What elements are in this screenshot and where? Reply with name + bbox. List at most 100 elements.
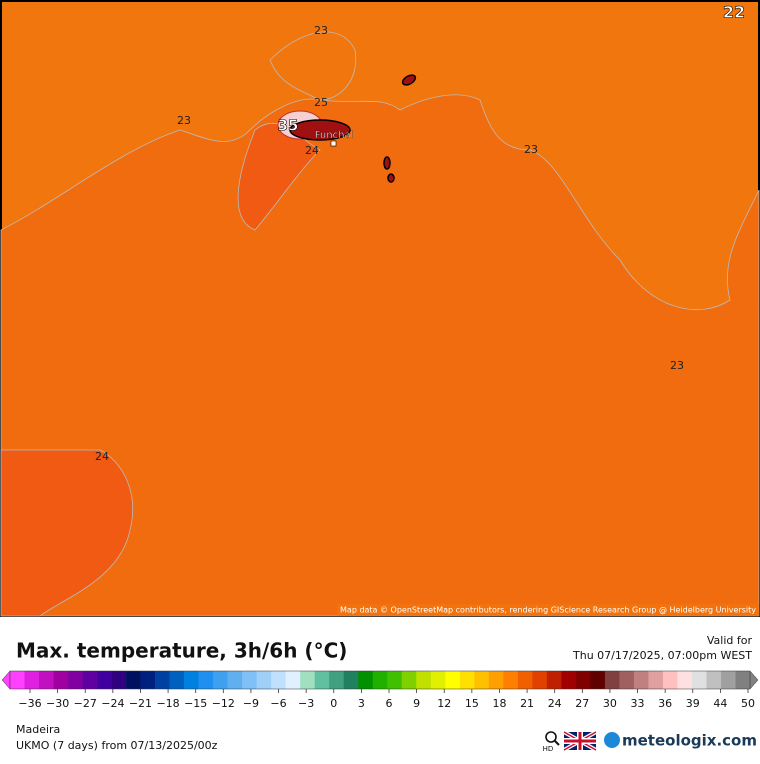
colorbar-swatch bbox=[126, 671, 141, 689]
island bbox=[383, 156, 391, 170]
colorbar-tick-label: 15 bbox=[465, 697, 479, 710]
colorbar-swatch bbox=[720, 671, 736, 689]
contour-label: 23 bbox=[314, 24, 328, 37]
contour-label: 23 bbox=[177, 114, 191, 127]
colorbar-tick-label: 44 bbox=[713, 697, 727, 710]
cooler-region bbox=[0, 94, 760, 617]
legend-title: Max. temperature, 3h/6h (°C) bbox=[16, 639, 347, 663]
colorbar-swatch bbox=[329, 671, 345, 689]
footer: Madeira UKMO (7 days) from 07/13/2025/00… bbox=[16, 723, 757, 753]
island bbox=[289, 119, 351, 141]
colorbar-swatch bbox=[488, 671, 504, 689]
colorbar-swatch bbox=[256, 671, 272, 689]
colorbar-tick-label: 21 bbox=[520, 697, 534, 710]
colorbar-tick-label: 9 bbox=[413, 697, 420, 710]
colorbar-frame bbox=[9, 670, 751, 690]
colorbar-tick-label: −6 bbox=[270, 697, 286, 710]
colorbar-swatch bbox=[242, 671, 257, 689]
colorbar-swatch bbox=[213, 671, 228, 689]
colorbar-tick-label: 39 bbox=[686, 697, 700, 710]
colorbar-swatch bbox=[343, 671, 359, 689]
colorbar-swatch bbox=[459, 671, 475, 689]
colorbar-tick-label: 50 bbox=[741, 697, 755, 710]
colorbar-ticks: −36 −30 −27 −24 −21 −18 −15 −12 −9 −6 −3 0 3 6 9 12 15 18… bbox=[18, 689, 755, 710]
colorbar-swatch bbox=[619, 671, 635, 689]
colorbar-swatch bbox=[111, 671, 127, 689]
colorbar-tick-label: 3 bbox=[358, 697, 365, 710]
colorbar-swatch bbox=[648, 671, 664, 689]
colorbar-swatch bbox=[285, 671, 301, 689]
contour-label: 35 bbox=[278, 117, 299, 135]
colorbar-swatch bbox=[39, 671, 54, 689]
colorbar-swatch bbox=[184, 671, 199, 689]
colorbar-swatch bbox=[474, 671, 490, 689]
city-marker bbox=[330, 140, 337, 147]
colorbar-tick-label: −36 bbox=[18, 697, 41, 710]
model-run: UKMO (7 days) from 07/13/2025/00z bbox=[16, 739, 218, 752]
colorbar-tick-label: 12 bbox=[437, 697, 451, 710]
colorbar-swatch bbox=[271, 671, 286, 689]
colorbar-swatch bbox=[677, 671, 693, 689]
hd-icon bbox=[554, 740, 560, 746]
colorbar-tick-label: −3 bbox=[298, 697, 314, 710]
brand[interactable]: meteologix.com bbox=[622, 732, 757, 750]
contour-label: 24 bbox=[305, 144, 319, 157]
colorbar-swatch bbox=[604, 671, 620, 689]
colorbar-swatch bbox=[155, 671, 170, 689]
brand-logo bbox=[604, 732, 620, 748]
colorbar-swatch bbox=[82, 671, 98, 689]
contour-label: 23 bbox=[670, 359, 684, 372]
uk-flag[interactable] bbox=[563, 730, 597, 752]
run-step: 22 bbox=[723, 3, 745, 22]
colorbar-swatch bbox=[10, 671, 25, 689]
colorbar-swatch bbox=[314, 671, 330, 689]
city-label: Funchal bbox=[315, 130, 354, 141]
map: 22 23 23 23 23 24 24 25 35 Funchal Map d… bbox=[0, 0, 760, 617]
colorbar-swatch bbox=[445, 671, 461, 689]
hd-label: HD bbox=[543, 745, 554, 753]
colorbar-tick-label: 18 bbox=[492, 697, 506, 710]
colorbar-tick-label: −30 bbox=[46, 697, 69, 710]
colorbar-tick-label: 0 bbox=[330, 697, 337, 710]
colorbar-swatch bbox=[532, 671, 548, 689]
warm-region bbox=[0, 449, 134, 617]
colorbar-swatch bbox=[416, 671, 432, 689]
colorbar-swatch bbox=[387, 671, 403, 689]
colorbar-swatch bbox=[575, 671, 591, 689]
colorbar-tick-label: −12 bbox=[212, 697, 235, 710]
colorbar-swatch bbox=[169, 671, 185, 689]
colorbar bbox=[9, 670, 751, 690]
hd-icon[interactable] bbox=[545, 731, 557, 743]
colorbar-tick-label: 36 bbox=[658, 697, 672, 710]
colorbar-swatch bbox=[430, 671, 446, 689]
colorbar-swatch bbox=[546, 671, 562, 689]
colorbar-arrow bbox=[749, 670, 759, 690]
colorbar-tick-label: −24 bbox=[101, 697, 124, 710]
colorbar-tick-label: −18 bbox=[156, 697, 179, 710]
island bbox=[387, 173, 395, 183]
colorbar-tick-label: −9 bbox=[243, 697, 259, 710]
colorbar-swatch bbox=[561, 671, 577, 689]
contour-label: 25 bbox=[314, 96, 328, 109]
colorbar-tick-label: −21 bbox=[129, 697, 152, 710]
legend: Max. temperature, 3h/6h (°C) Valid for T… bbox=[1, 634, 759, 710]
contour-label: 23 bbox=[524, 143, 538, 156]
colorbar-swatch bbox=[24, 671, 40, 689]
colorbar-swatch bbox=[517, 671, 533, 689]
colorbar-swatch bbox=[633, 671, 649, 689]
colorbar-swatch bbox=[691, 671, 707, 689]
colorbar-tick-label: 24 bbox=[548, 697, 562, 710]
colorbar-tick-label: 30 bbox=[603, 697, 617, 710]
colorbar-swatch bbox=[372, 671, 388, 689]
colorbar-swatch bbox=[140, 671, 156, 689]
colorbar-tick-label: −15 bbox=[184, 697, 207, 710]
colorbar-swatch bbox=[358, 671, 374, 689]
colorbar-swatch bbox=[53, 671, 69, 689]
colorbar-swatch bbox=[300, 671, 316, 689]
colorbar-tick-label: 6 bbox=[386, 697, 393, 710]
colorbar-tick-label: −27 bbox=[74, 697, 97, 710]
colorbar-arrow bbox=[1, 670, 11, 690]
colorbar-swatch bbox=[401, 671, 417, 689]
colorbar-swatch bbox=[590, 671, 606, 689]
